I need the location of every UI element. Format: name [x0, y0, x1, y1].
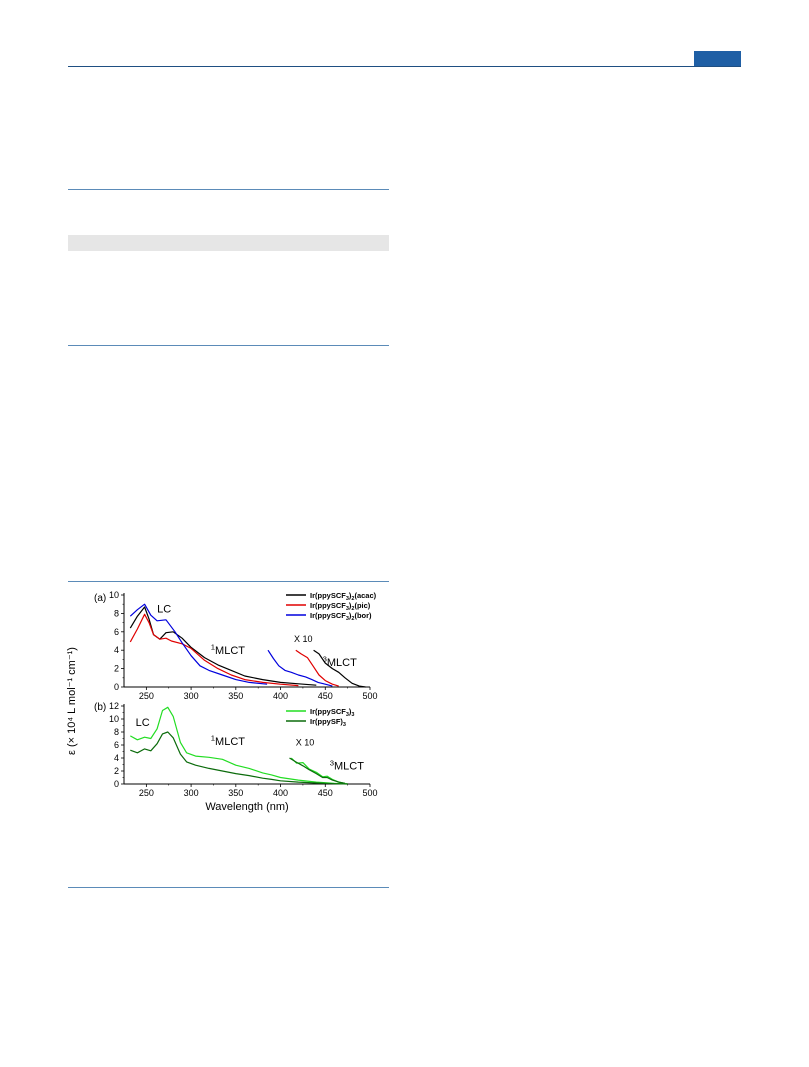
- x-tick-label: 400: [273, 691, 288, 701]
- y-tick-label: 6: [114, 627, 119, 637]
- x10-series-line-1: [313, 649, 366, 688]
- x-tick-label: 450: [318, 691, 333, 701]
- x-tick-label: 250: [139, 691, 154, 701]
- y-tick-label: 10: [109, 590, 119, 600]
- table-bottom-rule: [68, 345, 389, 346]
- x-tick-label: 350: [228, 691, 243, 701]
- x-tick-label: 350: [228, 788, 243, 798]
- annotation-4: 3MLCT: [323, 654, 358, 668]
- x10-series-line-2: [295, 649, 339, 687]
- y-tick-label: 12: [109, 701, 119, 711]
- legend-label-3: Ir(ppySCF3)2(bor): [310, 611, 372, 622]
- series-line-3: [129, 603, 268, 685]
- legend-label-1: Ir(ppySCF3)3: [310, 707, 354, 718]
- legend-label-2: Ir(ppySF)3: [310, 717, 346, 728]
- annotation-3: X 10: [294, 634, 313, 644]
- y-tick-label: 10: [109, 714, 119, 724]
- x-tick-label: 400: [273, 788, 288, 798]
- y-tick-label: 2: [114, 664, 119, 674]
- legend-label-2: Ir(ppySCF3)2(pic): [310, 601, 371, 612]
- x-tick-label: 500: [362, 691, 377, 701]
- panel-b: 0 2 4 6 8 10 12 250 300 350 400 450 500 (b) LC 1MLCT X 1…: [94, 701, 378, 813]
- x-tick-label: 250: [139, 788, 154, 798]
- journal-header-block: [694, 51, 741, 66]
- y-tick-label: 4: [114, 645, 119, 655]
- figure-top-rule: [68, 581, 389, 582]
- series-line-1: [129, 606, 317, 686]
- y-tick-label: 8: [114, 727, 119, 737]
- legend-label-1: Ir(ppySCF3)2(acac): [310, 591, 377, 602]
- series-line-1: [130, 706, 348, 785]
- figure-bottom-rule: [68, 887, 389, 888]
- panel-a: 0 2 4 6 8 10 250 300 350 400 450 500 (a) LC 1MLCT X 10 3…: [94, 590, 378, 701]
- panel-label: (a): [94, 593, 106, 604]
- y-tick-label: 8: [114, 608, 119, 618]
- x10-series-line-2: [289, 757, 346, 784]
- y-tick-label: 4: [114, 753, 119, 763]
- annotation-3: X 10: [296, 738, 315, 748]
- y-tick-label: 0: [114, 682, 119, 692]
- annotation-4: 3MLCT: [330, 758, 365, 772]
- annotation-2: 1MLCT: [211, 642, 246, 656]
- y-tick-label: 0: [114, 779, 119, 789]
- y-tick-label: 2: [114, 766, 119, 776]
- annotation-1: LC: [136, 717, 150, 729]
- y-axis-label: ε (× 10⁴ L mol⁻¹ cm⁻¹): [66, 647, 78, 755]
- x-tick-label: 500: [362, 788, 377, 798]
- x-tick-label: 300: [184, 691, 199, 701]
- x10-series-line-3: [267, 649, 333, 687]
- table-top-rule: [68, 189, 389, 190]
- table-header-band: [68, 235, 389, 251]
- y-tick-label: 6: [114, 740, 119, 750]
- panel-label: (b): [94, 702, 106, 713]
- x-tick-label: 300: [184, 788, 199, 798]
- absorption-spectra-figure: 0 2 4 6 8 10 250 300 350 400 450 500 (a) LC 1MLCT X 10 3…: [66, 590, 378, 813]
- x-tick-label: 450: [318, 788, 333, 798]
- annotation-2: 1MLCT: [211, 734, 246, 748]
- annotation-1: LC: [157, 603, 171, 615]
- series-line-2: [130, 731, 348, 785]
- x-axis-label: Wavelength (nm): [205, 801, 288, 813]
- header-rule: [68, 66, 741, 67]
